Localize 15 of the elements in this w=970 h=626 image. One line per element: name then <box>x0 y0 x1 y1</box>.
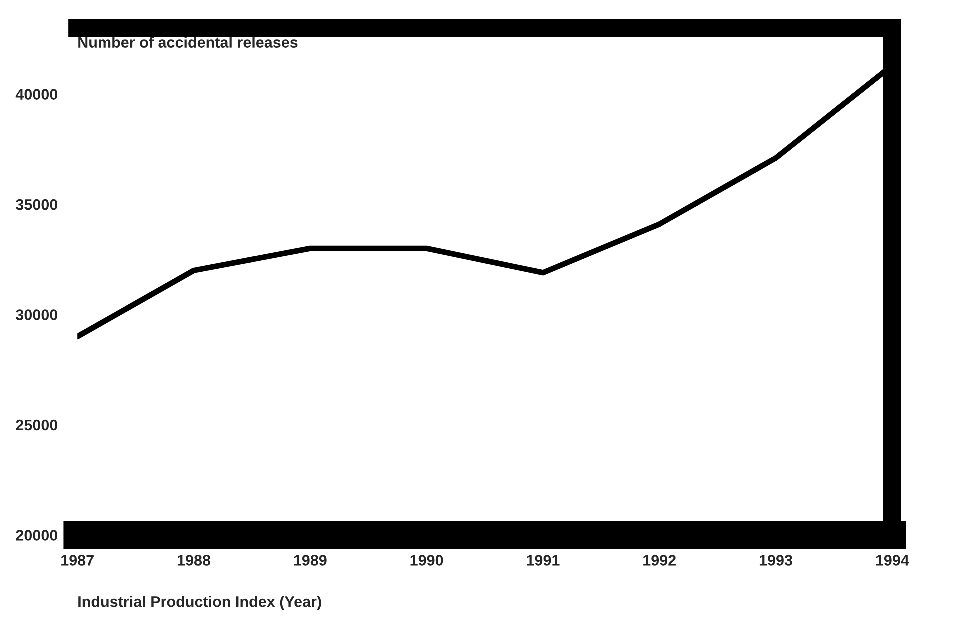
y-tick-label: 30000 <box>16 310 58 320</box>
x-tick-label: 1991 <box>527 555 560 566</box>
x-tick-label: 1994 <box>876 555 910 566</box>
y-axis-title: Number of accidental releases <box>78 36 298 48</box>
y-tick-label: 35000 <box>16 199 58 210</box>
x-tick-label: 1988 <box>178 555 211 566</box>
x-tick-label: 1987 <box>62 555 94 566</box>
y-tick-label: 40000 <box>16 89 58 100</box>
x-tick-label: 1989 <box>294 555 327 566</box>
y-tick-label: 25000 <box>16 420 58 431</box>
y-tick-label: 20000 <box>16 530 58 541</box>
x-tick-label: 1992 <box>644 555 676 566</box>
x-tick-label: 1990 <box>410 555 444 566</box>
x-axis-title: Industrial Production Index (Year) <box>78 596 322 610</box>
x-tick-label: 1993 <box>760 555 792 566</box>
